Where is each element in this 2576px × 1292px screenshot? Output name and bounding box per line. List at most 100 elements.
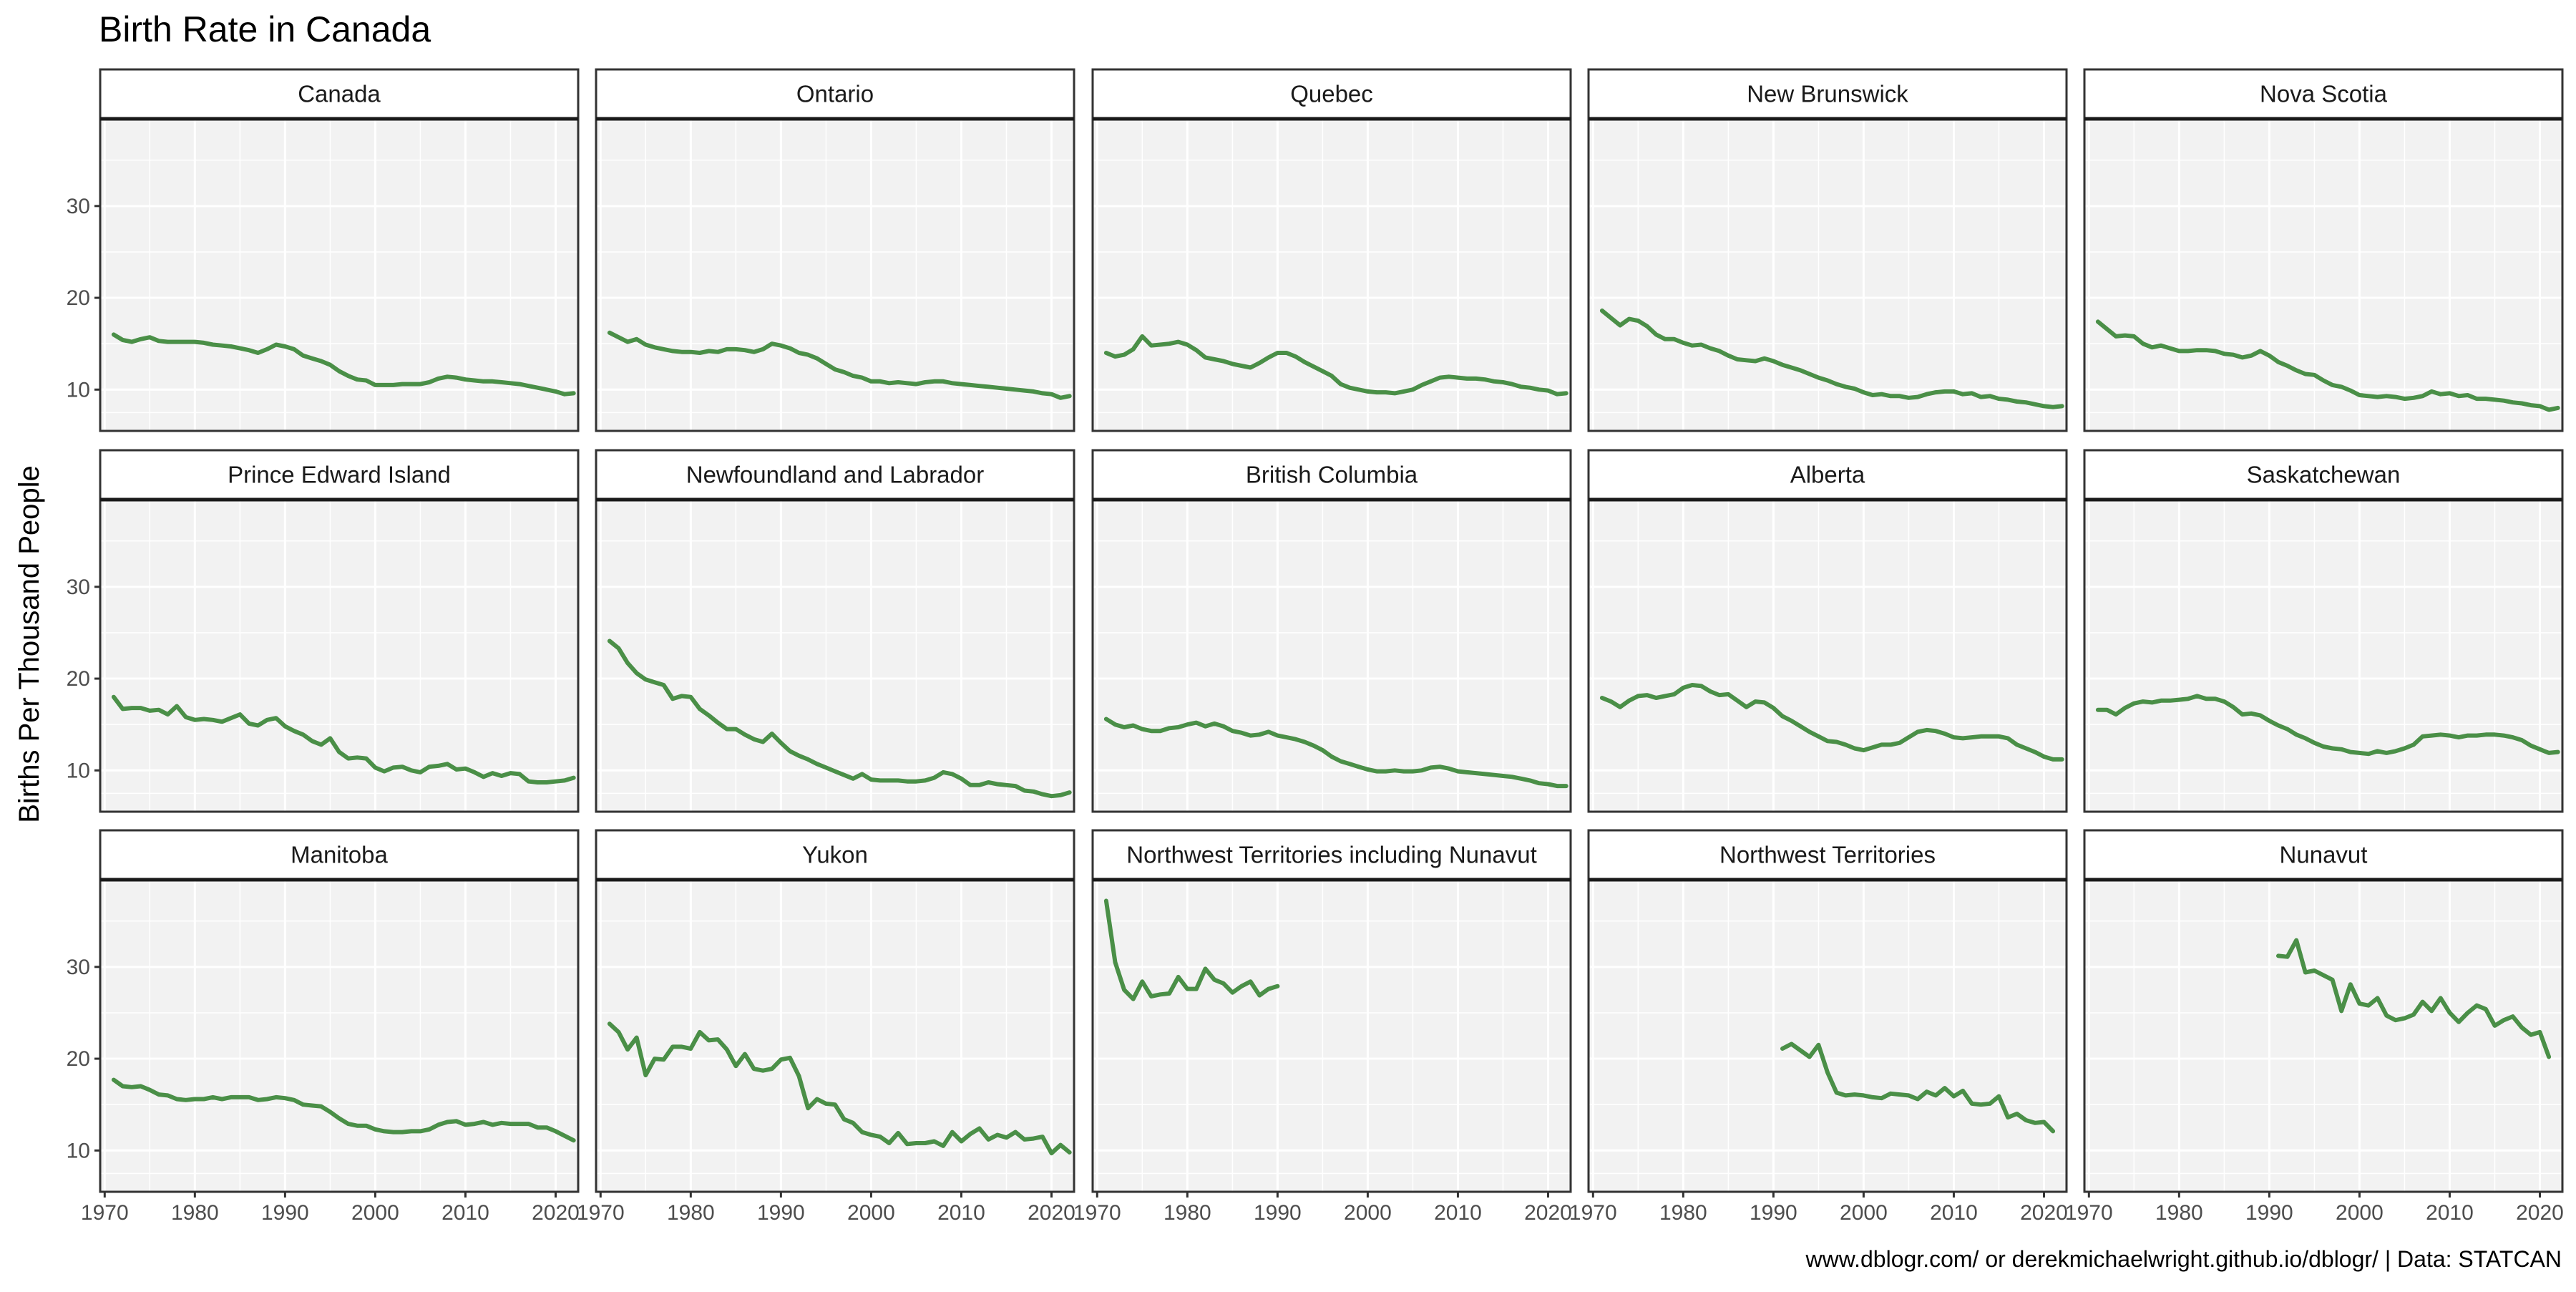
- series-line: [2095, 694, 2560, 757]
- facet-strip: [1587, 829, 2068, 881]
- series-line: [111, 332, 576, 397]
- y-tick-label: 20: [67, 667, 90, 691]
- panel-background: [1589, 500, 2067, 812]
- x-tick-label: 1970: [1569, 1201, 1617, 1225]
- facet-strip-label: Canada: [298, 81, 381, 107]
- x-tick-label: 2020: [2020, 1201, 2068, 1225]
- facet-strip-label: Northwest Territories including Nunavut: [1126, 842, 1537, 868]
- x-tick-label: 2000: [351, 1201, 399, 1225]
- x-tick-label: 1980: [667, 1201, 715, 1225]
- facet-strip-label: Quebec: [1290, 81, 1373, 107]
- x-tick-label: 2000: [847, 1201, 895, 1225]
- x-tick-label: 1970: [2065, 1201, 2113, 1225]
- y-tick-label: 20: [67, 286, 90, 310]
- panel-background: [100, 880, 578, 1192]
- facet-panels: Canada 10 20 30 Ontario Quebec New Brunswick No…: [67, 68, 2564, 1225]
- panel-background: [2084, 880, 2562, 1192]
- facet-strip-label: Alberta: [1790, 462, 1865, 488]
- y-tick-label: 10: [67, 759, 90, 782]
- x-tick-label: 2000: [2336, 1201, 2384, 1225]
- facet-strip-label: Saskatchewan: [2247, 462, 2401, 488]
- facet-strip-label: Newfoundland and Labrador: [686, 462, 984, 488]
- x-tick-label: 2010: [2426, 1201, 2474, 1225]
- series-line: [2276, 938, 2552, 1059]
- panel-background: [1589, 880, 2067, 1192]
- x-tick-label: 2010: [937, 1201, 985, 1225]
- facet-strip: [1091, 829, 1572, 881]
- facet-strip-label: New Brunswick: [1747, 81, 1908, 107]
- series-line: [607, 638, 1072, 799]
- facet-strip-label: Yukon: [802, 842, 868, 868]
- x-tick-label: 2020: [2516, 1201, 2564, 1225]
- facet-panel: Ontario: [595, 68, 1075, 432]
- x-tick-label: 1990: [261, 1201, 309, 1225]
- facet-strip-label: Ontario: [796, 81, 874, 107]
- x-tick-label: 1970: [1073, 1201, 1121, 1225]
- facet-panel: Prince Edward Island 10 20 30: [67, 449, 580, 813]
- x-tick-label: 1990: [1750, 1201, 1797, 1225]
- x-tick-label: 1980: [2155, 1201, 2203, 1225]
- series-line: [607, 330, 1072, 400]
- x-tick-label: 1980: [1659, 1201, 1707, 1225]
- x-tick-label: 1990: [2245, 1201, 2293, 1225]
- series-line: [111, 694, 576, 785]
- panel-background: [100, 119, 578, 431]
- series-line: [2095, 319, 2560, 412]
- y-tick-label: 30: [67, 956, 90, 979]
- facet-strip: [2083, 829, 2564, 881]
- x-tick-label: 1970: [577, 1201, 625, 1225]
- facet-panel: Manitoba 10 20 30 1970 1980 1990 2000 2010 2020: [67, 829, 580, 1225]
- facet-panel: Alberta: [1587, 449, 2068, 813]
- facet-strip: [1587, 449, 2068, 501]
- facet-panel: Northwest Territories 1970 1980 1990 2000 201…: [1569, 829, 2068, 1225]
- y-tick-label: 20: [67, 1047, 90, 1071]
- facet-panel: Nova Scotia: [2083, 68, 2564, 432]
- x-tick-label: 2000: [1344, 1201, 1392, 1225]
- x-tick-label: 2010: [1930, 1201, 1978, 1225]
- facet-strip: [2083, 68, 2564, 120]
- x-tick-label: 1990: [1254, 1201, 1302, 1225]
- facet-panel: Nunavut 1970 1980 1990 2000 2010 2020: [2065, 829, 2564, 1225]
- panel-background: [1589, 119, 2067, 431]
- facet-strip: [99, 68, 580, 120]
- series-line: [1599, 309, 2064, 409]
- facet-panel: British Columbia: [1091, 449, 1572, 813]
- series-line: [1599, 683, 2064, 762]
- x-tick-label: 2020: [1524, 1201, 1572, 1225]
- facet-panel: Yukon 1970 1980 1990 2000 2010 2020: [577, 829, 1075, 1225]
- facet-strip-label: Northwest Territories: [1719, 842, 1936, 868]
- facet-strip-label: Nunavut: [2280, 842, 2368, 868]
- panel-background: [2084, 119, 2562, 431]
- panel-background: [596, 880, 1074, 1192]
- facet-strip: [595, 829, 1075, 881]
- facet-panel: Northwest Territories including Nunavut 1…: [1073, 829, 1572, 1225]
- series-line: [111, 1077, 576, 1143]
- panel-background: [100, 500, 578, 812]
- panel-background: [1093, 119, 1571, 431]
- facet-strip: [99, 829, 580, 881]
- x-tick-label: 1980: [1163, 1201, 1211, 1225]
- y-tick-label: 30: [67, 195, 90, 218]
- series-line: [1103, 717, 1568, 789]
- facet-strip-label: Prince Edward Island: [228, 462, 451, 488]
- x-tick-label: 2010: [441, 1201, 489, 1225]
- x-tick-label: 1970: [81, 1201, 129, 1225]
- facet-panel: Quebec: [1091, 68, 1572, 432]
- facet-strip-label: Manitoba: [291, 842, 388, 868]
- facet-panel: Newfoundland and Labrador: [595, 449, 1075, 813]
- x-tick-label: 2020: [1028, 1201, 1075, 1225]
- facet-panel: Saskatchewan: [2083, 449, 2564, 813]
- chart-caption: www.dblogr.com/ or derekmichaelwright.gi…: [1805, 1246, 2562, 1272]
- facet-strip-label: British Columbia: [1246, 462, 1418, 488]
- x-tick-label: 2000: [1840, 1201, 1888, 1225]
- facet-strip: [1587, 68, 2068, 120]
- panel-background: [1093, 500, 1571, 812]
- x-tick-label: 2010: [1434, 1201, 1482, 1225]
- y-tick-label: 30: [67, 575, 90, 599]
- panel-background: [596, 500, 1074, 812]
- series-line: [1780, 1041, 2056, 1134]
- panel-background: [2084, 500, 2562, 812]
- y-tick-label: 10: [67, 1139, 90, 1162]
- facet-strip-label: Nova Scotia: [2260, 81, 2388, 107]
